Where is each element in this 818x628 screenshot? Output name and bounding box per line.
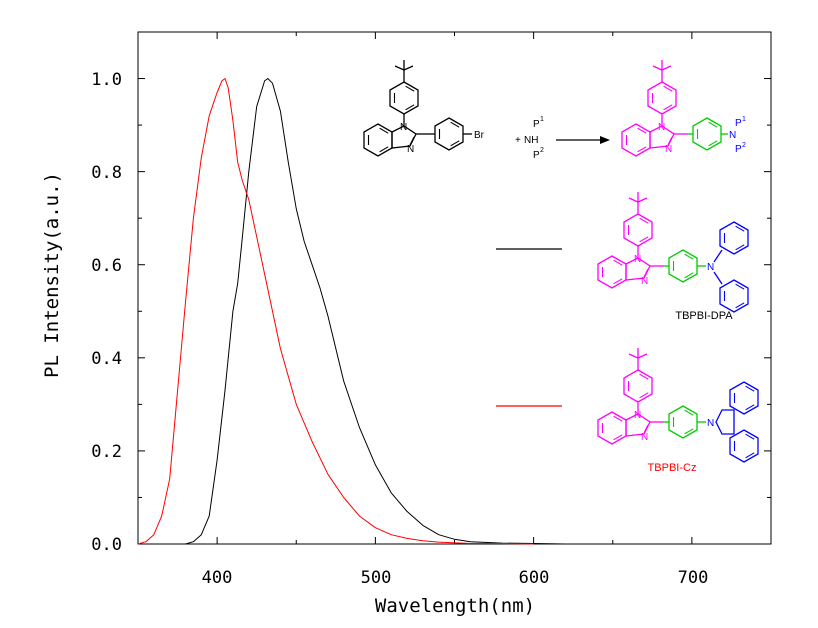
cz-n3-label: N [641,432,648,443]
product-n-label: N [729,130,736,141]
amine-p2-sup: 2 [540,147,544,154]
amine-reagent: P 1 NH P 2 [524,116,544,161]
y-axis-title: PL Intensity(a.u.) [41,172,63,378]
x-tick-label-700: 700 [678,568,709,588]
y-tick-label-0.0: 0.0 [91,535,122,555]
reactant-n1-label: N [400,122,407,133]
x-tick-label-600: 600 [519,568,550,588]
y-tick-label-0.2: 0.2 [91,442,122,462]
plus-sign: + [515,135,521,146]
x-tick-labels: 400 500 600 700 [202,568,709,588]
dpa-n3-label: N [641,276,648,287]
dpa-n-label: N [707,262,714,273]
amine-p1-sup: 1 [540,116,544,123]
cz-n1-label: N [634,410,641,421]
product-p1-sup: 1 [742,116,746,123]
reactant-br-label: Br [474,130,485,141]
reaction-scheme: Br N N + P 1 NH P 2 N N N P [364,60,746,161]
x-axis-ticks [137,32,772,544]
y-tick-label-0.6: 0.6 [91,256,122,276]
series-line-tbpbi-cz [137,78,534,545]
cz-n-label: N [707,418,714,429]
series-line-tbpbi-dpa [138,78,566,545]
x-tick-label-400: 400 [202,568,233,588]
structure-tbpbi-cz: N N N TBPBI-Cz [598,348,759,474]
product-p2: P [735,144,742,155]
x-axis-title: Wavelength(nm) [375,595,535,617]
product-n3-label: N [665,144,672,155]
y-tick-label-1.0: 1.0 [91,70,122,90]
reaction-arrow [556,136,610,144]
product-structure: N N N P 1 P 2 [622,60,746,156]
product-p1: P [735,118,742,129]
reactant-structure: Br N N [364,60,485,156]
y-axis-ticks [138,31,771,545]
y-tick-label-0.4: 0.4 [91,349,122,369]
structure-tbpbi-dpa: N N N TBPBI-DPA [598,192,749,322]
caption-tbpbi-dpa: TBPBI-DPA [675,310,733,322]
amine-p2: P [533,150,540,161]
reactant-n3-label: N [407,144,414,155]
product-p2-sup: 2 [742,142,746,149]
dpa-n1-label: N [634,254,641,265]
amine-nh: NH [524,135,538,146]
product-n1-label: N [658,122,665,133]
caption-tbpbi-cz: TBPBI-Cz [648,462,697,474]
series-layer [137,78,566,545]
amine-p1: P [533,119,540,130]
y-tick-label-0.8: 0.8 [91,163,122,183]
x-tick-label-500: 500 [361,568,392,588]
y-tick-labels: 0.0 0.2 0.4 0.6 0.8 1.0 [91,70,122,555]
